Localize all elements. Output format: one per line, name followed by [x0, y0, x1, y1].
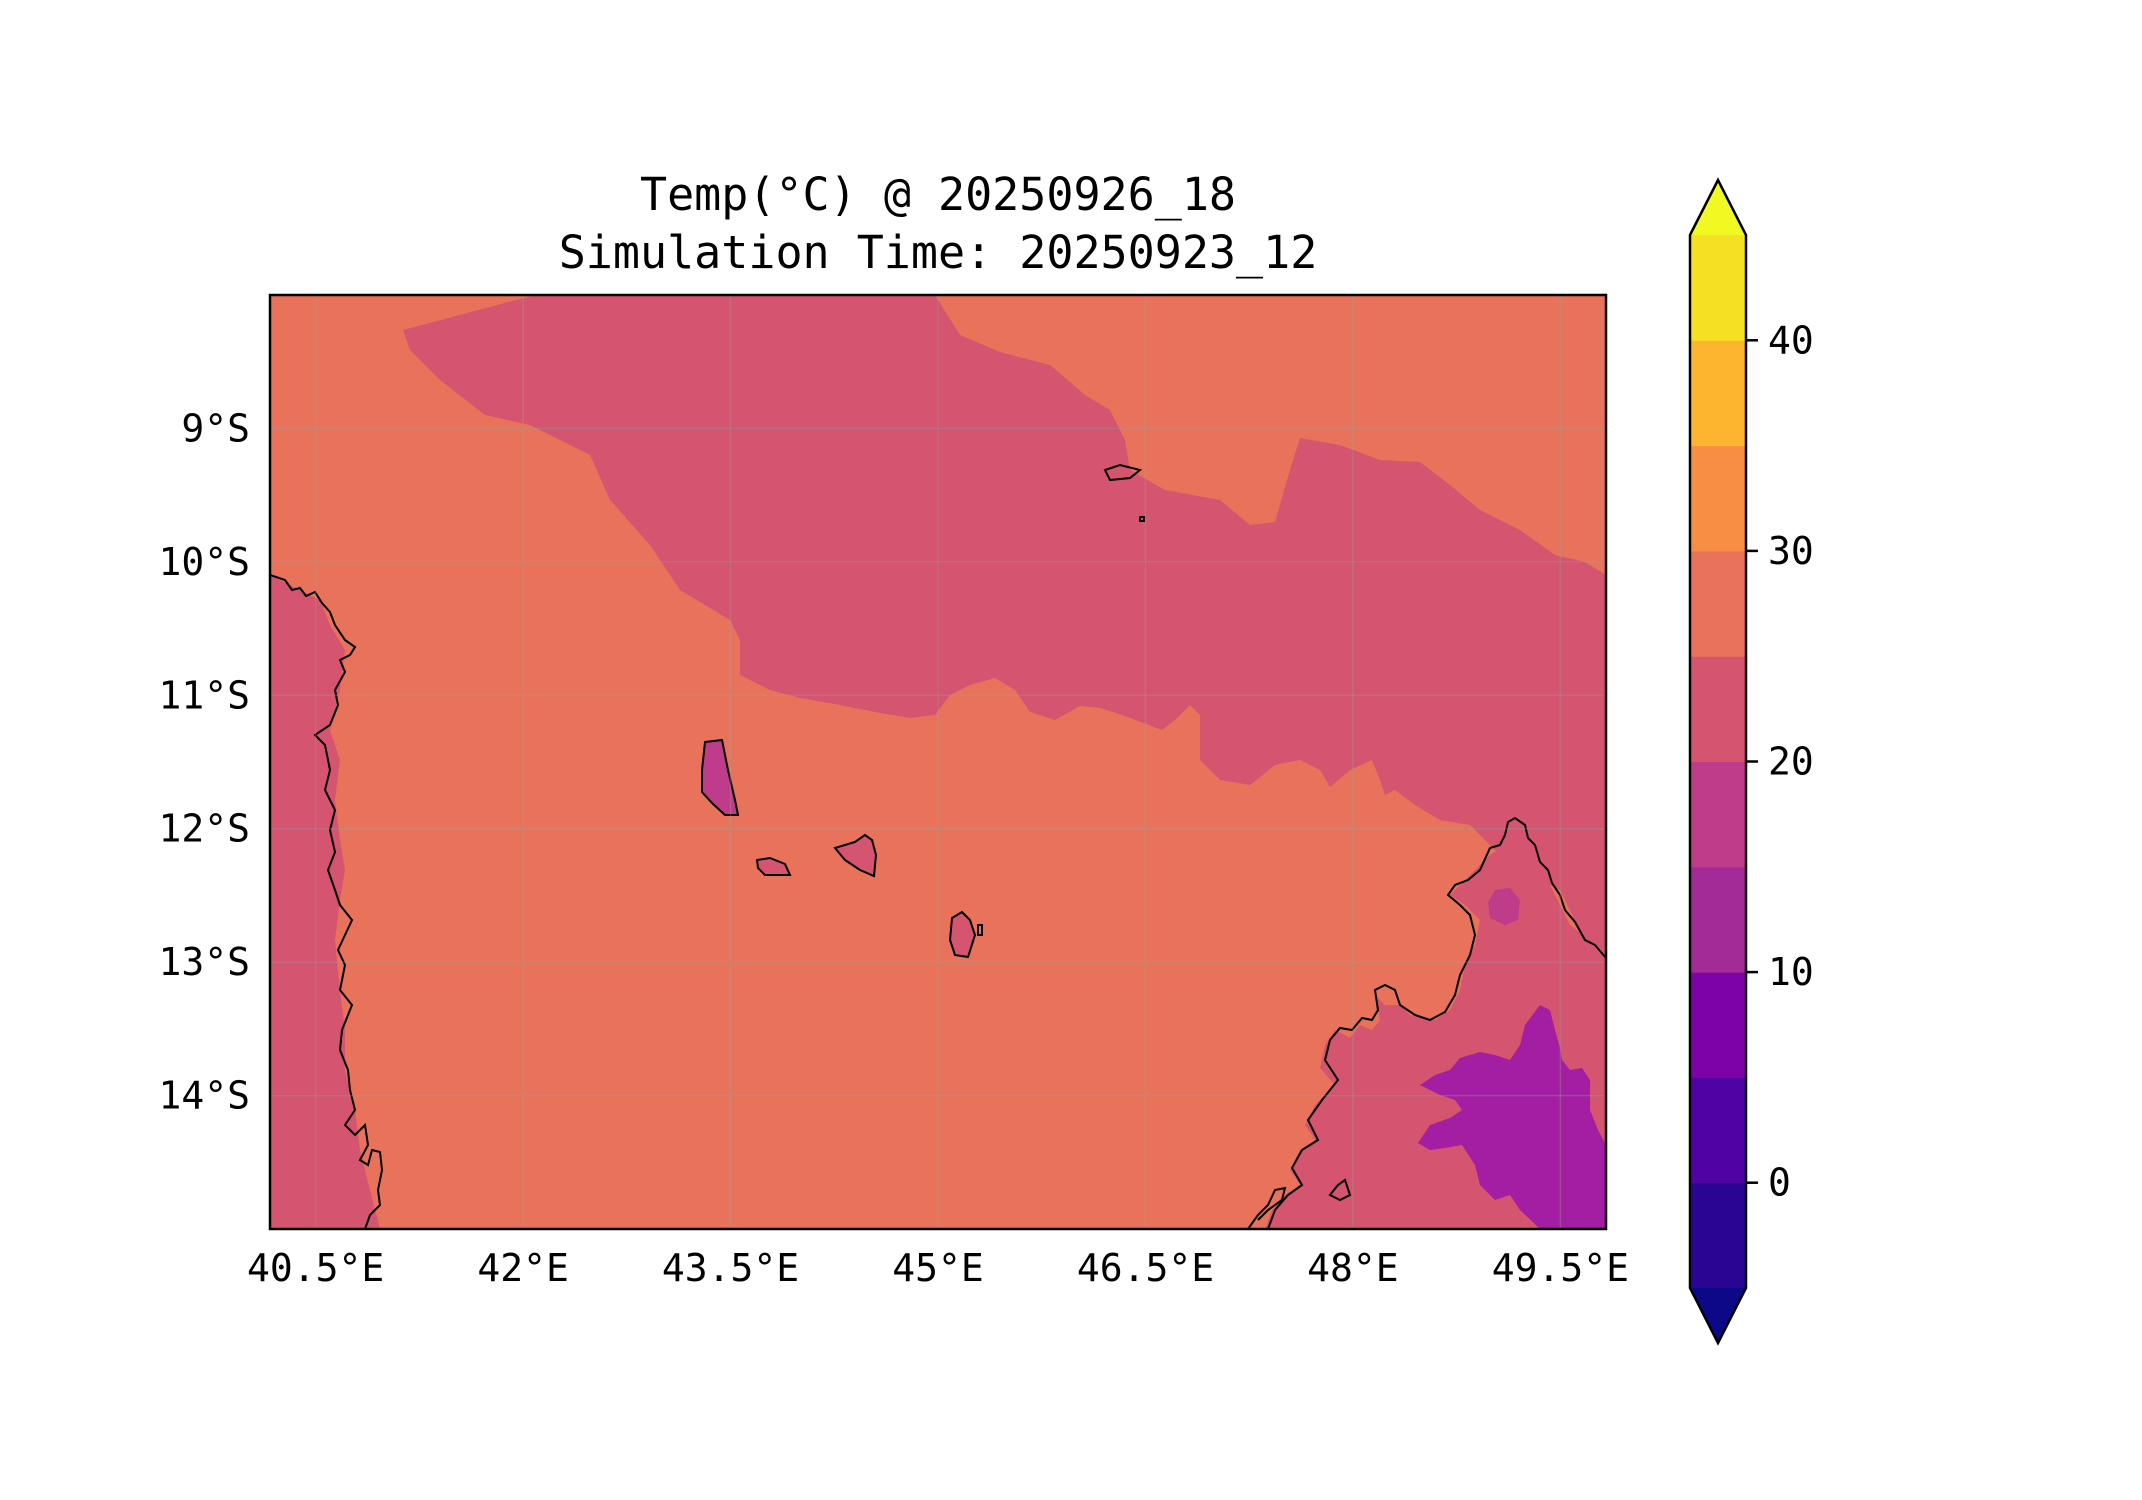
temperature-field	[270, 295, 1606, 1229]
longitude-tick-label: 43.5°E	[662, 1246, 799, 1290]
colorbar-tick-label: 40	[1768, 318, 1814, 362]
latitude-tick-label: 14°S	[158, 1074, 250, 1118]
colorbar-band	[1690, 235, 1746, 341]
colorbar-band	[1690, 1182, 1746, 1289]
colorbar	[1688, 177, 1748, 1346]
latitude-tick-label: 11°S	[158, 673, 250, 717]
colorbar-tick-label: 20	[1768, 740, 1814, 784]
temperature-ocean-band	[403, 295, 1606, 985]
colorbar-extend-min	[1690, 1288, 1746, 1343]
longitude-tick-label: 40.5°E	[247, 1246, 384, 1290]
colorbar-band	[1690, 550, 1746, 657]
temperature-west-coast-region	[270, 575, 380, 1229]
longitude-tick-label: 45°E	[892, 1246, 984, 1290]
temperature-island-grande-comore	[702, 740, 738, 815]
longitude-tick-label: 49.5°E	[1492, 1246, 1629, 1290]
coastline-anjouan	[833, 833, 878, 878]
temperature-island-moheli	[757, 858, 790, 875]
temperature-ocean-band-north-tail	[505, 295, 565, 335]
coastline-moheli	[755, 856, 792, 876]
colorbar-tick-label: 10	[1768, 950, 1814, 994]
latitude-tick-label: 10°S	[158, 540, 250, 584]
map-frame	[268, 293, 1608, 1231]
colorbar-band	[1690, 340, 1746, 447]
chart-title: Temp(°C) @ 20250926_18	[639, 168, 1237, 221]
colorbar-tick-label: 30	[1768, 529, 1814, 573]
longitude-tick-label: 42°E	[477, 1246, 569, 1290]
coastlines	[270, 463, 1606, 1229]
temperature-madagascar-cool-spot	[1488, 888, 1520, 925]
longitude-tick-label: 46.5°E	[1077, 1246, 1214, 1290]
coastline-madagascar	[1247, 816, 1606, 1229]
colorbar-band	[1690, 761, 1746, 868]
colorbar-tick-label: 0	[1768, 1161, 1791, 1205]
colorbar-extend-max	[1690, 180, 1746, 235]
colorbar-band	[1690, 866, 1746, 973]
colorbar-band	[1690, 445, 1746, 552]
temperature-madagascar-cold-core	[1418, 1005, 1606, 1229]
chart-subtitle: Simulation Time: 20250923_12	[558, 226, 1318, 279]
latitude-tick-label: 12°S	[158, 807, 250, 851]
latitude-tick-label: 9°S	[181, 406, 250, 450]
colorbar-ticks: 0 10 20 30 40	[1746, 318, 1814, 1205]
temperature-island-mayotte	[950, 912, 975, 957]
longitude-tick-labels: 40.5°E 42°E 43.5°E 45°E 46.5°E 48°E 49.5°E	[247, 1246, 1629, 1290]
colorbar-band	[1690, 972, 1746, 1078]
latitude-tick-labels: 9°S 10°S 11°S 12°S 13°S 14°S	[158, 406, 250, 1117]
map-gridlines	[270, 295, 1606, 1229]
coastline-grande-comore	[701, 738, 740, 816]
colorbar-outline	[1688, 177, 1748, 1346]
latitude-tick-label: 13°S	[158, 940, 250, 984]
colorbar-band	[1690, 1077, 1746, 1184]
longitude-tick-label: 48°E	[1307, 1246, 1399, 1290]
coastline-glorieuses	[1103, 463, 1145, 522]
colorbar-band	[1690, 656, 1746, 762]
coastline-mayotte	[948, 910, 983, 959]
coastline-west	[270, 574, 384, 1229]
